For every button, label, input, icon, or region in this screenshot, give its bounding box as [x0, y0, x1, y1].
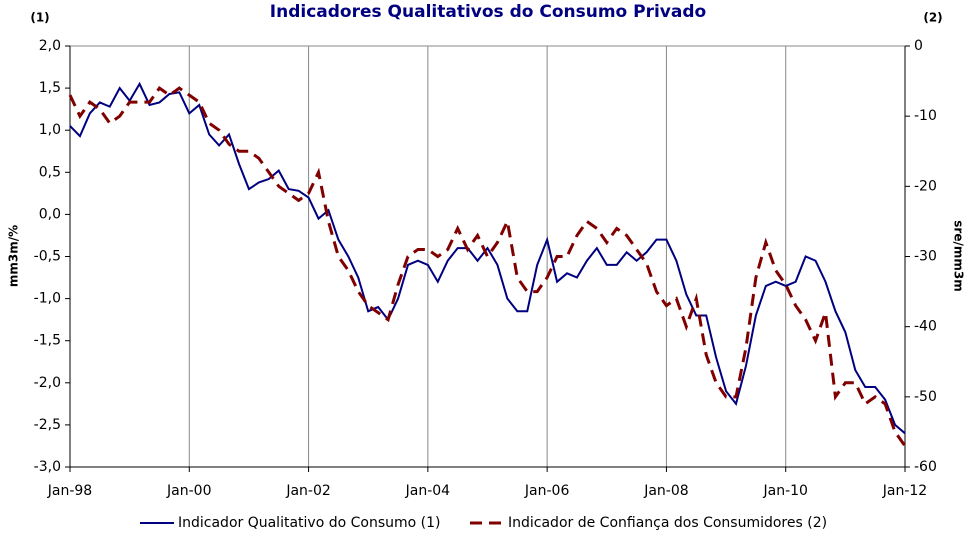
- chart-title: Indicadores Qualitativos do Consumo Priv…: [270, 2, 706, 22]
- x-tick-label: Jan-06: [524, 483, 570, 499]
- y-tick-label: 2,0: [39, 38, 61, 54]
- y-tick-label: 1,5: [39, 80, 61, 96]
- y2-tick-label: -20: [914, 178, 937, 194]
- y-tick-label: -1,5: [34, 333, 61, 349]
- y-tick-label: 0,5: [39, 164, 61, 180]
- y2-tick-label: -10: [914, 108, 937, 124]
- x-tick-label: Jan-98: [47, 483, 92, 499]
- y-tick-label: -2,5: [34, 417, 61, 433]
- y2-tick-label: -30: [914, 249, 937, 265]
- left-axis-note: (1): [30, 11, 49, 25]
- legend-label: Indicador de Confiança dos Consumidores …: [508, 515, 827, 531]
- series-line: [68, 86, 907, 447]
- x-tick-label: Jan-10: [762, 483, 807, 499]
- y2-tick-label: -40: [914, 319, 937, 335]
- series-line: [69, 81, 906, 435]
- y-tick-label: -0,5: [34, 249, 61, 265]
- right-axis-note: (2): [923, 11, 942, 25]
- y-axis-label: mm3m/%: [7, 225, 21, 287]
- x-tick-label: Jan-02: [285, 483, 330, 499]
- y-tick-label: -2,0: [34, 375, 61, 391]
- legend-label: Indicador Qualitativo do Consumo (1): [178, 515, 440, 531]
- x-tick-label: Jan-04: [405, 483, 451, 499]
- y2-tick-label: -50: [914, 389, 937, 405]
- y-tick-label: -1,0: [34, 291, 61, 307]
- y-tick-label: 0,0: [39, 206, 61, 222]
- y-tick-label: 1,0: [39, 122, 61, 138]
- x-tick-label: Jan-00: [166, 483, 211, 499]
- y2-tick-label: 0: [914, 38, 923, 54]
- x-tick-label: Jan-08: [643, 483, 688, 499]
- y2-axis-label: sre/mm3m: [952, 220, 966, 291]
- x-tick-label: Jan-12: [882, 483, 927, 499]
- y-tick-label: -3,0: [34, 459, 61, 475]
- y2-tick-label: -60: [914, 459, 937, 475]
